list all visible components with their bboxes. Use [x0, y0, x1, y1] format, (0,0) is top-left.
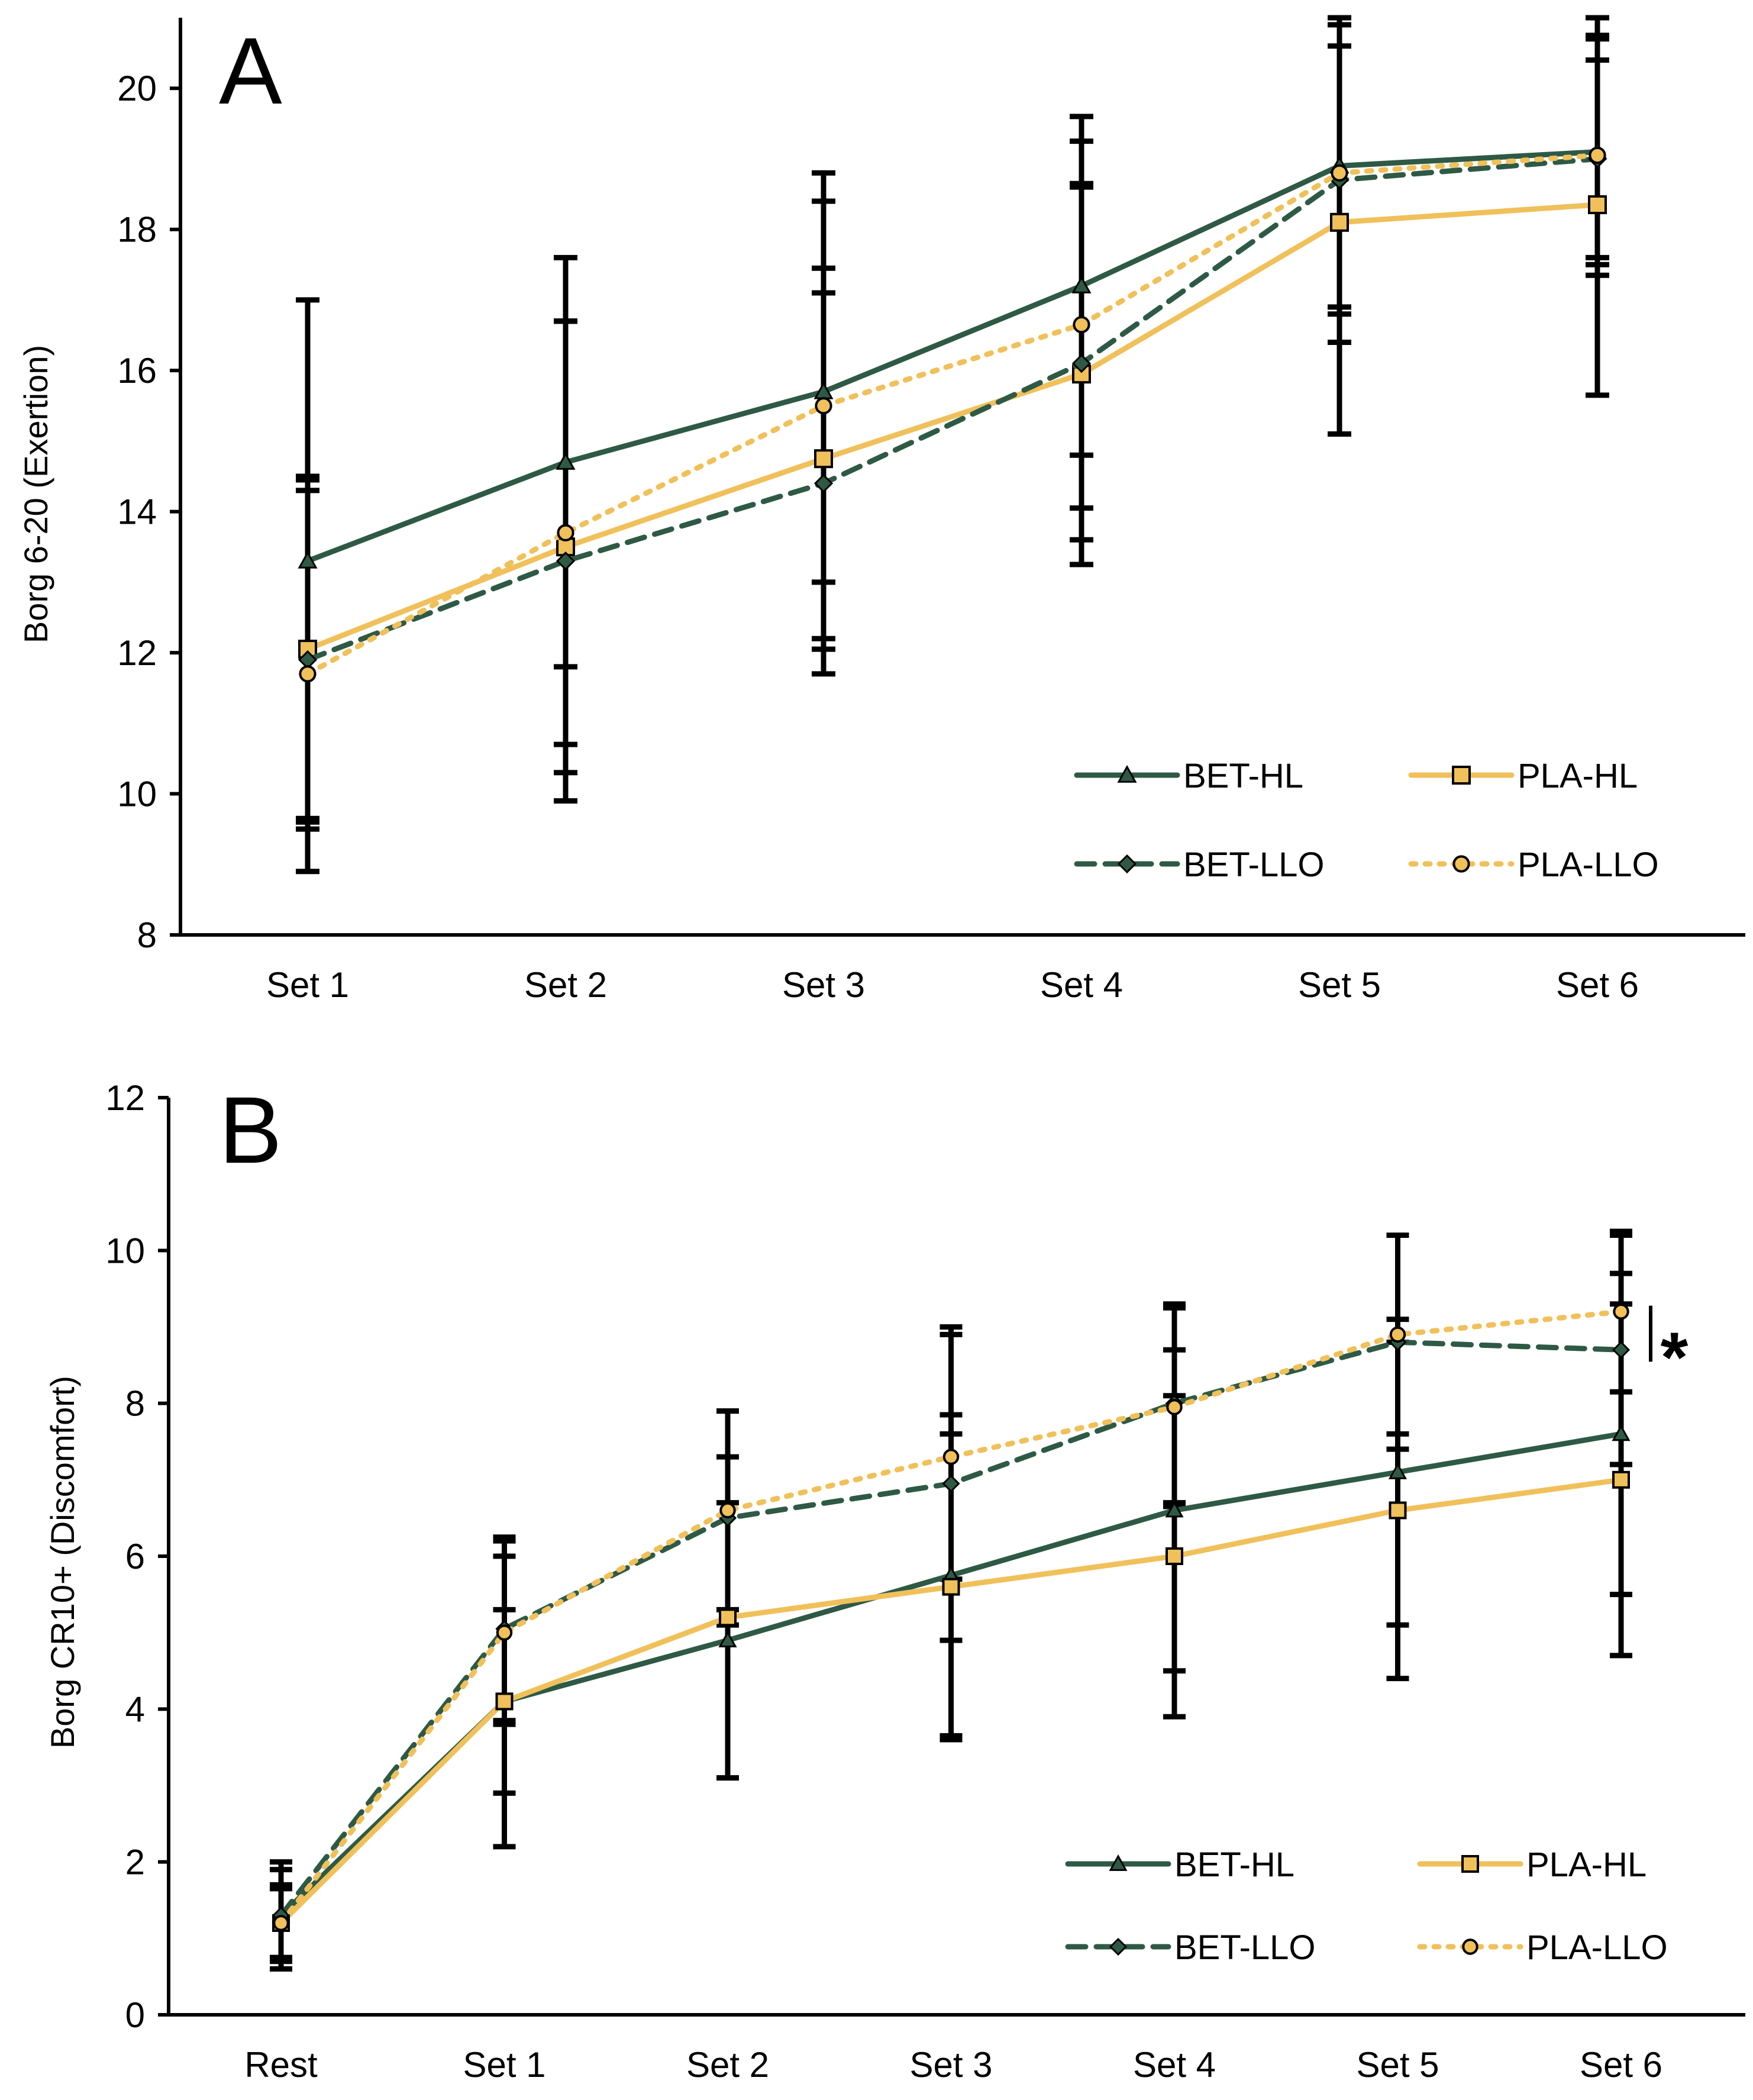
- panel-b-x-tick-label: Rest: [244, 2045, 318, 2085]
- panel-b-y-tick-label: 2: [125, 1843, 145, 1882]
- panel-a-series-line-bet-hl: [305, 149, 1600, 564]
- panel-b-discomfort-chart: B Borg CR10+ (Discomfort) * 0 2 4 6 8 10 12 Res…: [44, 1077, 1745, 2085]
- panel-a-legend-marker: [1452, 855, 1470, 873]
- panel-a-letter: A: [219, 18, 282, 124]
- significance-annotation: *: [1661, 1318, 1689, 1397]
- panel-a-x-tick-label: Set 3: [782, 965, 865, 1005]
- panel-b-point-pla-llo: [1166, 1399, 1183, 1415]
- panel-b-y-axis-title: Borg CR10+ (Discomfort): [44, 1376, 81, 1749]
- panel-b-point-pla-hl: [1166, 1547, 1183, 1565]
- panel-b-y-tick-label: 0: [125, 1995, 145, 2035]
- panel-b-point-bet-llo: [1612, 1341, 1631, 1359]
- panel-b-point-pla-llo: [1389, 1326, 1406, 1343]
- panel-b-y-tick-label: 12: [105, 1078, 145, 1118]
- panel-b-point-pla-hl: [495, 1692, 514, 1711]
- panel-a-point-pla-hl: [814, 449, 833, 469]
- panel-a-series-line-pla-hl: [305, 202, 1600, 652]
- panel-b-legend-label: PLA-LLO: [1526, 1928, 1668, 1967]
- panel-b-point-bet-llo: [942, 1475, 960, 1493]
- panel-b-legend-marker: [1462, 1938, 1478, 1955]
- panel-b-point-pla-hl: [1389, 1501, 1407, 1520]
- panel-a-point-bet-hl: [298, 550, 318, 569]
- panel-a-point-pla-llo: [299, 665, 317, 683]
- panel-a-x-tick-label: Set 6: [1556, 965, 1639, 1005]
- panel-b-y-tick-label: 10: [105, 1231, 145, 1270]
- panel-a-y-tick-label: 8: [137, 915, 157, 955]
- panel-a-y-tick-label: 14: [117, 492, 157, 532]
- panel-a-point-pla-llo: [1589, 146, 1606, 164]
- panel-a-x-tick-label: Set 1: [266, 965, 349, 1005]
- panel-b-point-pla-llo: [1613, 1303, 1629, 1320]
- panel-b-point-pla-hl: [719, 1608, 737, 1627]
- panel-a-legend-marker: [1117, 854, 1137, 874]
- panel-a-y-axis-title: Borg 6-20 (Exertion): [17, 345, 54, 643]
- panel-b-legend-marker: [1109, 1937, 1128, 1956]
- panel-b-point-bet-hl: [1612, 1424, 1631, 1441]
- panel-b-y-tick-label: 4: [125, 1689, 145, 1729]
- panel-b-letter: B: [219, 1077, 282, 1183]
- panel-a-point-pla-hl: [1588, 195, 1607, 214]
- panel-a-x-tick-label: Set 4: [1040, 965, 1123, 1005]
- panel-b-point-pla-llo: [496, 1624, 513, 1641]
- panel-a-x-tick-label: Set 5: [1298, 965, 1381, 1005]
- panel-b-point-pla-hl: [1612, 1470, 1630, 1489]
- panel-b-point-bet-hl: [1388, 1462, 1407, 1479]
- panel-a-y-tick-label: 12: [117, 633, 157, 673]
- panel-a-y-tick-label: 20: [117, 69, 157, 108]
- panel-b-x-tick-label: Set 6: [1580, 2045, 1662, 2085]
- panel-b-legend-marker: [1461, 1855, 1479, 1873]
- panel-a-point-pla-llo: [815, 397, 832, 415]
- panel-a-y-tick-label: 10: [117, 775, 157, 814]
- panel-b-point-pla-llo: [942, 1449, 960, 1465]
- panel-a-series-line-bet-llo: [305, 156, 1600, 663]
- panel-a-legend-label: PLA-LLO: [1518, 846, 1659, 884]
- panel-b-point-pla-llo: [719, 1502, 736, 1519]
- panel-b-point-bet-hl: [1165, 1501, 1184, 1518]
- panel-a-point-pla-hl: [1330, 212, 1349, 232]
- panel-b-legend-label: PLA-HL: [1526, 1846, 1647, 1884]
- panel-a-point-bet-llo: [1071, 354, 1092, 373]
- panel-a-y-tick-label: 16: [117, 351, 157, 391]
- panel-b-y-tick-label: 8: [125, 1384, 145, 1424]
- panel-b-point-pla-llo: [273, 1915, 289, 1931]
- panel-a-point-pla-llo: [1331, 164, 1348, 182]
- panel-b-point-bet-hl: [718, 1630, 737, 1647]
- panel-b-y-tick-label: 6: [125, 1537, 145, 1576]
- panel-a-point-pla-llo: [1073, 316, 1090, 334]
- panel-a-point-bet-llo: [813, 473, 834, 493]
- panel-b-x-tick-label: Set 2: [686, 2045, 769, 2085]
- panel-a-legend-label: PLA-HL: [1518, 757, 1638, 795]
- panel-b-legend-label: BET-HL: [1174, 1846, 1294, 1884]
- panel-b-x-tick-label: Set 5: [1356, 2045, 1439, 2085]
- panel-a-legend-marker: [1452, 766, 1471, 785]
- panel-a-series-line-pla-llo: [305, 153, 1600, 677]
- panel-a-y-tick-label: 18: [117, 210, 157, 250]
- panel-a-legend-label: BET-HL: [1183, 757, 1303, 795]
- panel-a-legend-marker: [1117, 764, 1137, 783]
- panel-a-legend-label: BET-LLO: [1183, 846, 1325, 884]
- panel-b-legend-label: BET-LLO: [1174, 1928, 1316, 1967]
- panel-b-point-pla-hl: [942, 1578, 960, 1596]
- panel-a-point-pla-llo: [557, 524, 574, 541]
- panel-a-point-bet-llo: [556, 551, 576, 571]
- panel-a-exertion-chart: A Borg 6-20 (Exertion) 8 10 12 14 16 18 20 Set …: [17, 15, 1745, 1005]
- panel-b-x-tick-label: Set 1: [463, 2045, 545, 2085]
- panel-a-point-bet-hl: [1071, 275, 1092, 293]
- panel-b-legend-marker: [1109, 1854, 1128, 1871]
- panel-b-x-tick-label: Set 4: [1133, 2045, 1216, 2085]
- panel-b-x-tick-label: Set 3: [909, 2045, 992, 2085]
- panel-a-point-bet-hl: [556, 452, 576, 470]
- panel-a-x-tick-label: Set 2: [524, 965, 607, 1005]
